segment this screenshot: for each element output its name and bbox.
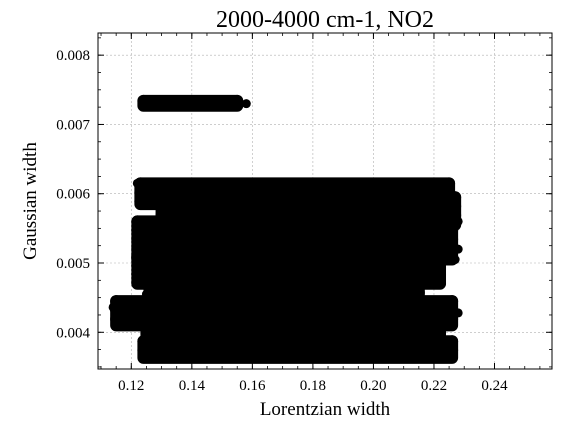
scatter-point	[143, 277, 156, 290]
scatter-point	[137, 335, 150, 348]
scatter-point	[141, 289, 151, 299]
x-tick-label: 0.16	[239, 378, 266, 394]
scatter-point	[453, 216, 463, 226]
y-axis-ticks: 0.004 0.005 0.006 0.007 0.008	[56, 37, 552, 368]
scatter-point	[231, 94, 244, 107]
scatter-point	[131, 268, 144, 281]
scatter-point	[132, 255, 142, 265]
scatter-point	[447, 347, 457, 357]
scatter-point	[449, 191, 462, 204]
y-tick-label: 0.005	[56, 256, 90, 272]
y-tick-label: 0.006	[56, 187, 90, 203]
scatter-point	[446, 335, 459, 348]
scatter-point	[110, 313, 123, 326]
scatter-point	[453, 308, 463, 318]
scatter-point	[434, 259, 447, 272]
chart-title: 2000-4000 cm-1, NO2	[216, 7, 434, 33]
scatter-point	[443, 177, 456, 190]
scatter-point	[453, 244, 463, 254]
x-tick-label: 0.18	[300, 378, 326, 394]
scatter-band	[137, 94, 244, 112]
scatter-point	[108, 302, 118, 312]
scatter-point	[446, 233, 459, 246]
scatter-point	[450, 255, 460, 265]
scatter-point	[131, 224, 144, 237]
scatter-point	[412, 277, 425, 290]
scatter-point	[157, 196, 167, 206]
plot-frame	[97, 32, 553, 370]
scatter-point	[140, 317, 153, 330]
scatter-point	[435, 273, 445, 283]
x-tick-label: 0.24	[481, 378, 508, 394]
scatter-point	[434, 250, 447, 263]
scatter-point	[132, 178, 142, 188]
scatter-point	[134, 195, 147, 208]
scatter-point	[446, 295, 459, 308]
scatter-point	[446, 224, 459, 237]
y-tick-label: 0.004	[56, 325, 90, 341]
scatter-bands	[110, 94, 462, 364]
scatter-point	[131, 277, 144, 290]
scatter-point	[134, 186, 147, 199]
y-tick-label: 0.007	[56, 117, 90, 133]
x-tick-label: 0.14	[179, 378, 206, 394]
y-tick-label: 0.008	[56, 48, 90, 64]
x-axis-ticks: 0.12 0.14 0.16 0.18 0.20 0.22 0.24	[100, 33, 541, 394]
x-tick-label: 0.22	[421, 378, 447, 394]
scatter-point	[131, 233, 144, 246]
scatter-band	[137, 335, 459, 364]
y-axis-label: Gaussian width	[20, 142, 41, 260]
scatter-points	[108, 99, 463, 362]
scatter-point	[135, 302, 145, 312]
x-tick-label: 0.12	[118, 378, 144, 394]
scatter-point	[131, 215, 144, 228]
scatter-point	[449, 200, 462, 213]
scatter-point	[137, 94, 150, 107]
scatter-point	[434, 317, 447, 330]
x-tick-label: 0.20	[360, 378, 386, 394]
scatter-point	[241, 99, 251, 109]
x-axis-label: Lorentzian width	[260, 399, 391, 420]
scatter-point	[138, 352, 148, 362]
